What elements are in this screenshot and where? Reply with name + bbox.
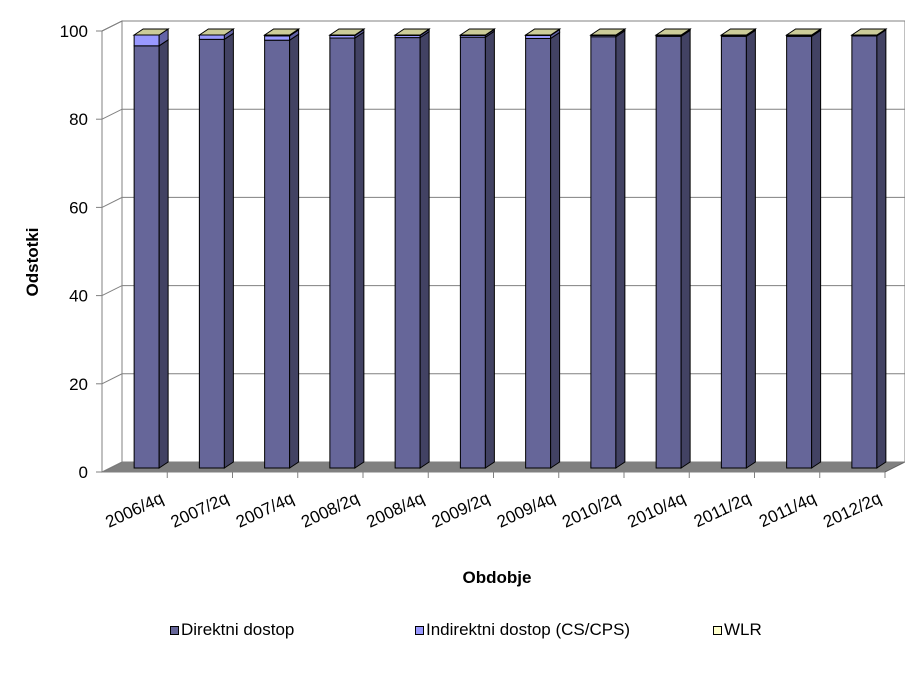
x-tick-label: 2008/4q <box>364 488 428 531</box>
bar-segment <box>655 29 691 469</box>
bar-segment <box>264 33 300 469</box>
bar-front <box>264 35 291 41</box>
y-tick-label: 0 <box>79 463 88 482</box>
bar-segment <box>851 28 887 469</box>
legend-swatch <box>170 625 179 635</box>
bar-side <box>354 31 365 469</box>
bar-front <box>394 37 421 469</box>
bar-side <box>745 29 756 469</box>
bar-segment <box>459 30 495 469</box>
bar-segment <box>720 29 756 469</box>
bar-front <box>198 38 225 469</box>
bar-front <box>264 39 291 469</box>
bar-top <box>132 28 170 36</box>
bar-segment <box>786 29 822 469</box>
bar-side <box>158 38 169 469</box>
bar-top <box>654 28 692 36</box>
bar-front <box>459 36 486 469</box>
legend-label: Direktni dostop <box>181 620 295 639</box>
bar-top <box>589 28 627 36</box>
bar-segment <box>394 30 430 469</box>
bar-side <box>550 31 561 469</box>
x-tick-label: 2007/2q <box>168 488 232 531</box>
gridline <box>101 20 905 32</box>
bar-top <box>719 28 758 36</box>
bar-front <box>133 45 160 469</box>
y-axis-title: Odstotki <box>23 228 42 297</box>
legend-swatch <box>713 625 722 635</box>
bar-front <box>198 34 225 40</box>
bar-top <box>523 28 562 36</box>
bar-front <box>720 35 747 469</box>
bar-front <box>525 37 552 469</box>
y-tick-label: 100 <box>60 22 88 41</box>
bar-front <box>851 35 878 469</box>
legend-item: Direktni dostop <box>170 620 294 640</box>
x-tick-label: 2011/2q <box>691 488 754 531</box>
bar-top <box>262 28 301 36</box>
gridline <box>101 108 905 120</box>
x-tick-label: 2008/2q <box>298 488 362 531</box>
bar-top <box>458 28 497 36</box>
x-tick-label: 2007/4q <box>233 488 297 531</box>
bar-front <box>655 35 682 469</box>
legend-label: WLR <box>724 620 762 639</box>
bar-side <box>876 28 887 469</box>
bar-side <box>680 29 691 469</box>
plot-back-wall <box>121 20 905 463</box>
y-tick-label: 80 <box>69 110 88 129</box>
bar-top <box>393 28 431 36</box>
bar-top <box>328 28 366 36</box>
gridline <box>101 196 905 208</box>
bar-side <box>484 30 495 469</box>
legend-item: Indirektni dostop (CS/CPS) <box>415 620 630 640</box>
bar-top <box>784 28 823 36</box>
bar-segment <box>133 38 169 469</box>
x-tick-label: 2012/2q <box>820 488 884 531</box>
x-axis-title: Obdobje <box>463 568 532 587</box>
bar-side <box>289 33 300 469</box>
x-tick-label: 2010/4q <box>625 488 689 531</box>
bar-front <box>133 34 160 47</box>
plot-side-wall <box>101 20 123 473</box>
bar-segment <box>590 29 626 469</box>
y-tick-label: 20 <box>69 375 88 394</box>
bar-segment <box>525 31 561 469</box>
bar-segment <box>329 31 365 469</box>
x-tick-label: 2011/4q <box>756 488 819 531</box>
legend-swatch <box>415 625 424 635</box>
bar-side <box>223 32 234 469</box>
legend-label: Indirektni dostop (CS/CPS) <box>426 620 631 639</box>
gridline <box>101 373 905 385</box>
y-tick-label: 40 <box>69 287 88 306</box>
bar-side <box>615 29 626 469</box>
y-tick-label: 60 <box>69 198 88 217</box>
bar-top <box>197 28 236 36</box>
x-tick-label: 2010/2q <box>559 488 623 531</box>
bar-side <box>811 29 822 469</box>
bar-side <box>419 30 430 469</box>
legend-item: WLR <box>713 620 762 640</box>
x-tick-label: 2006/4q <box>103 488 167 531</box>
legend: Direktni dostop Indirektni dostop (CS/CPS… <box>0 620 905 644</box>
bar-segment <box>198 32 234 469</box>
gridline <box>101 285 905 297</box>
bar-front <box>329 37 356 469</box>
bar-top <box>850 28 888 36</box>
x-tick-label: 2009/2q <box>429 488 493 531</box>
x-tick-label: 2009/4q <box>494 488 558 531</box>
bar-front <box>590 36 617 469</box>
bar-front <box>786 35 813 469</box>
